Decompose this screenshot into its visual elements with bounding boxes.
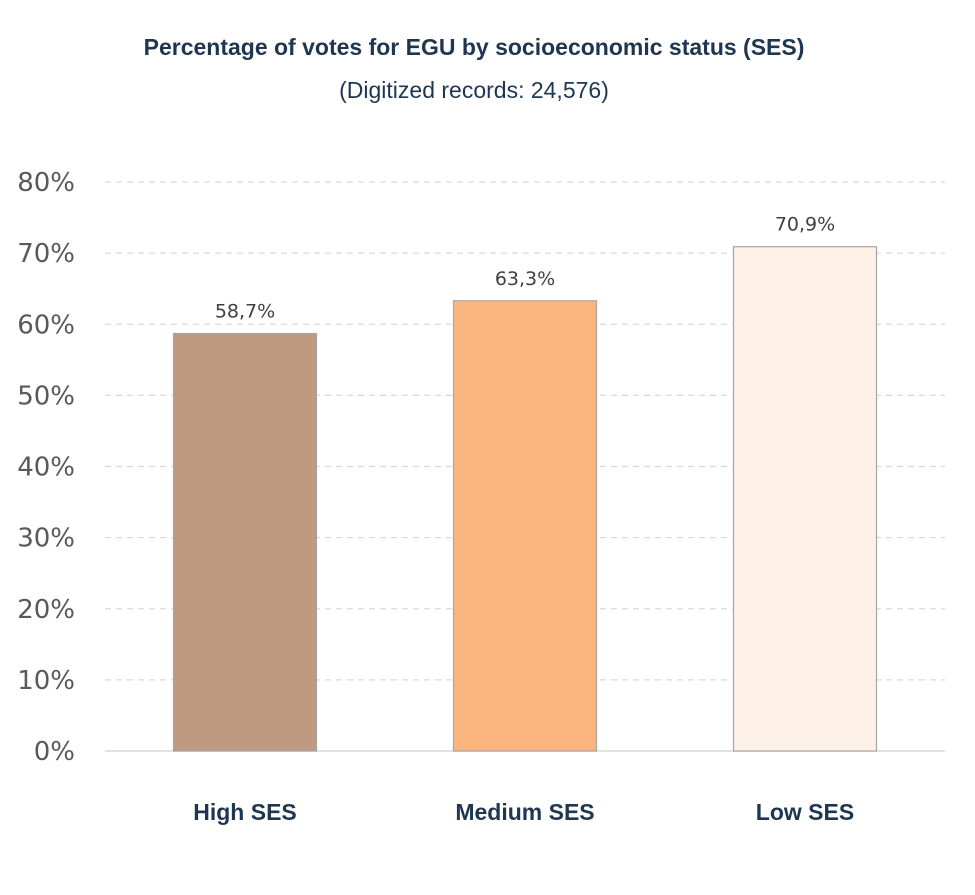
data-label: 58,7% (215, 300, 275, 322)
bars (172, 246, 878, 752)
category-label: High SES (193, 799, 297, 825)
chart-title: Percentage of votes for EGU by socioecon… (143, 34, 805, 60)
x-axis: High SES Medium SES Low SES (193, 799, 854, 825)
data-label: 63,3% (495, 268, 555, 290)
bar (172, 332, 318, 752)
y-tick-label: 20% (17, 595, 75, 625)
bar (732, 246, 878, 752)
category-label: Medium SES (455, 799, 594, 825)
category-label: Low SES (756, 799, 854, 825)
data-label: 70,9% (775, 214, 835, 236)
y-tick-label: 0% (34, 737, 75, 767)
y-tick-label: 70% (17, 239, 75, 269)
y-axis: 0% 10% 20% 30% 40% 50% 60% 70% 80% (17, 168, 75, 767)
data-labels: 58,7% 63,3% 70,9% (215, 214, 835, 323)
y-tick-label: 40% (17, 453, 75, 483)
chart-subtitle: (Digitized records: 24,576) (339, 77, 609, 103)
y-tick-label: 60% (17, 310, 75, 340)
y-tick-label: 10% (17, 666, 75, 696)
y-tick-label: 80% (17, 168, 75, 198)
y-tick-label: 50% (17, 381, 75, 411)
y-tick-label: 30% (17, 524, 75, 554)
bar (452, 300, 598, 752)
